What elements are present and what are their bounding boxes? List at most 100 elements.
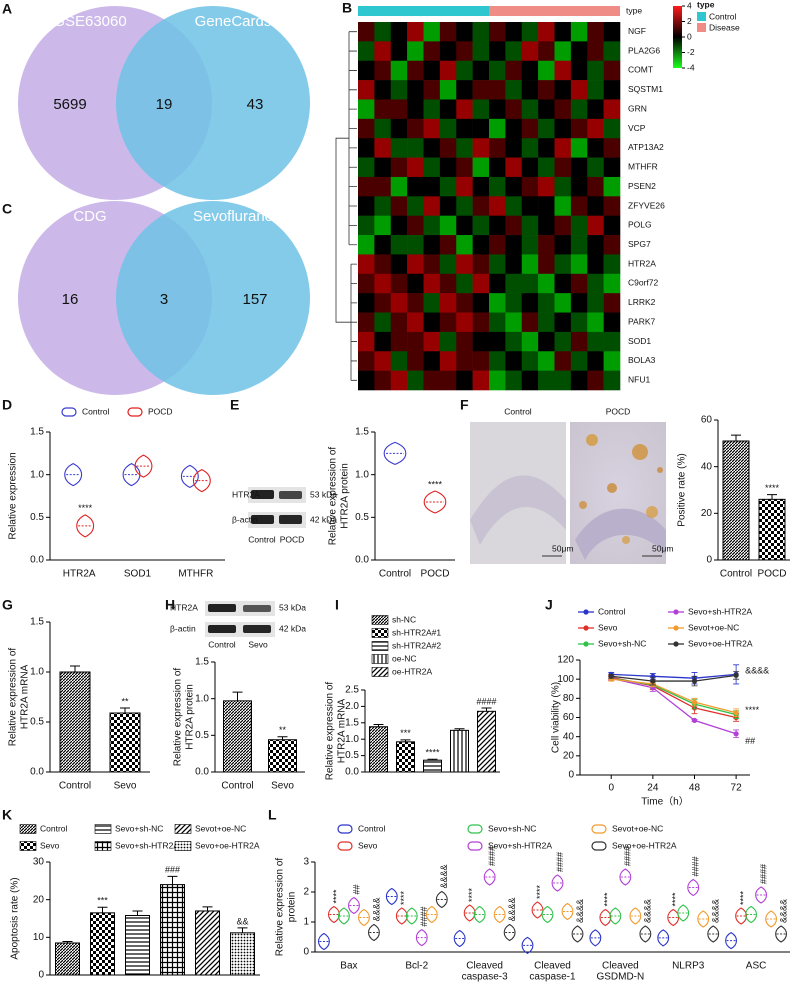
heat-cell xyxy=(538,351,555,371)
heat-cell xyxy=(554,254,572,275)
violin xyxy=(531,901,544,919)
heat-cell xyxy=(538,370,555,391)
bar xyxy=(396,741,415,773)
heat-cell xyxy=(456,351,473,371)
heat-cell xyxy=(472,138,490,158)
bar xyxy=(59,671,91,773)
heat-cell xyxy=(358,215,375,236)
bar xyxy=(160,884,185,976)
heat-cell xyxy=(505,254,523,275)
legend-label: oe-HTR2A xyxy=(392,666,432,676)
heat-cell xyxy=(489,41,506,62)
x-tick-label: Control xyxy=(59,781,91,792)
heat-cell xyxy=(521,22,539,42)
heat-cell xyxy=(554,273,572,294)
heat-cell xyxy=(505,196,523,216)
y-tick-label: 0 xyxy=(568,770,574,781)
y-axis-label: Positive rate (%) xyxy=(677,453,688,526)
violin xyxy=(589,929,602,947)
violin xyxy=(405,907,418,925)
venn-count: 157 xyxy=(242,291,267,308)
heat-cell xyxy=(538,80,555,100)
heat-cell xyxy=(603,60,621,81)
y-axis-label: HTR2A mRNA xyxy=(337,698,348,763)
heat-cell xyxy=(423,370,441,391)
heat-cell xyxy=(456,41,473,62)
heat-cell xyxy=(439,235,457,255)
heat-cell xyxy=(570,60,588,81)
heat-cell xyxy=(390,351,408,371)
blot-size: 53 kDa xyxy=(279,602,306,612)
violin xyxy=(415,928,428,947)
legend-swatch xyxy=(371,628,389,638)
heat-cell xyxy=(587,235,604,255)
heat-cell xyxy=(374,60,392,81)
heat-cell xyxy=(374,312,392,333)
heat-cell xyxy=(439,41,457,62)
heat-cell xyxy=(456,118,473,139)
heat-cell xyxy=(407,138,424,158)
heat-cell xyxy=(489,80,506,100)
violin xyxy=(435,890,448,909)
row-label: ATP13A2 xyxy=(628,142,664,152)
legend-label: Control xyxy=(598,606,626,616)
panel-letter: K xyxy=(2,807,12,823)
heat-cell xyxy=(587,312,604,333)
heat-cell xyxy=(538,118,555,139)
heat-cell xyxy=(489,138,506,158)
error-bar xyxy=(120,707,130,713)
venn-count: 16 xyxy=(62,291,79,308)
heat-cell xyxy=(489,196,506,216)
heat-cell xyxy=(538,157,555,178)
heat-cell xyxy=(390,41,408,62)
heat-cell xyxy=(439,118,457,139)
error-bar xyxy=(70,665,80,672)
venn-set-label: CDG xyxy=(73,208,106,225)
heat-cell xyxy=(390,215,408,236)
annotation: **** xyxy=(78,503,93,513)
annotation: ## xyxy=(351,884,361,894)
y-axis-label: Relative expression of xyxy=(173,668,184,767)
heat-cell xyxy=(456,331,473,352)
heat-cell xyxy=(374,118,392,139)
heat-cell xyxy=(439,254,457,275)
image-label: POCD xyxy=(606,406,631,416)
y-tick-label: 3 xyxy=(303,857,309,868)
violin xyxy=(677,904,690,922)
x-tick-label: Cleaved xyxy=(466,961,503,972)
row-label: LRRK2 xyxy=(628,297,656,307)
colorbar-label: 4 xyxy=(687,0,692,10)
line xyxy=(611,678,737,714)
annotation: **** xyxy=(603,892,613,907)
heat-cell xyxy=(489,235,506,255)
annotation: &&&& xyxy=(745,666,769,676)
heat-cell xyxy=(603,351,621,371)
blot-lane: Control xyxy=(248,534,276,544)
heat-cell xyxy=(521,80,539,100)
heat-cell xyxy=(521,60,539,81)
annotation: ** xyxy=(121,696,129,706)
legend-label: Sevo xyxy=(598,622,618,632)
row-label: SPG7 xyxy=(628,239,651,249)
error-bar xyxy=(373,723,384,727)
legend-swatch xyxy=(371,615,389,625)
colorbar-label: -2 xyxy=(687,47,695,57)
error-bar xyxy=(132,910,143,916)
blot-size: 42 kDa xyxy=(279,623,306,633)
legend-label: Control xyxy=(358,823,386,833)
heat-cell xyxy=(358,157,375,178)
heat-cell xyxy=(407,60,424,81)
y-tick-label: 2.0 xyxy=(345,701,359,712)
heat-cell xyxy=(407,99,424,120)
bar xyxy=(125,914,150,976)
heat-cell xyxy=(587,293,604,313)
heat-cell xyxy=(587,351,604,371)
violin xyxy=(639,925,652,943)
violin xyxy=(453,929,466,948)
heat-cell xyxy=(358,22,375,42)
heat-cell xyxy=(570,254,588,275)
heat-cell xyxy=(423,331,441,352)
heat-cell xyxy=(358,138,375,158)
annotation: **** xyxy=(425,748,440,758)
heat-cell xyxy=(456,254,473,275)
